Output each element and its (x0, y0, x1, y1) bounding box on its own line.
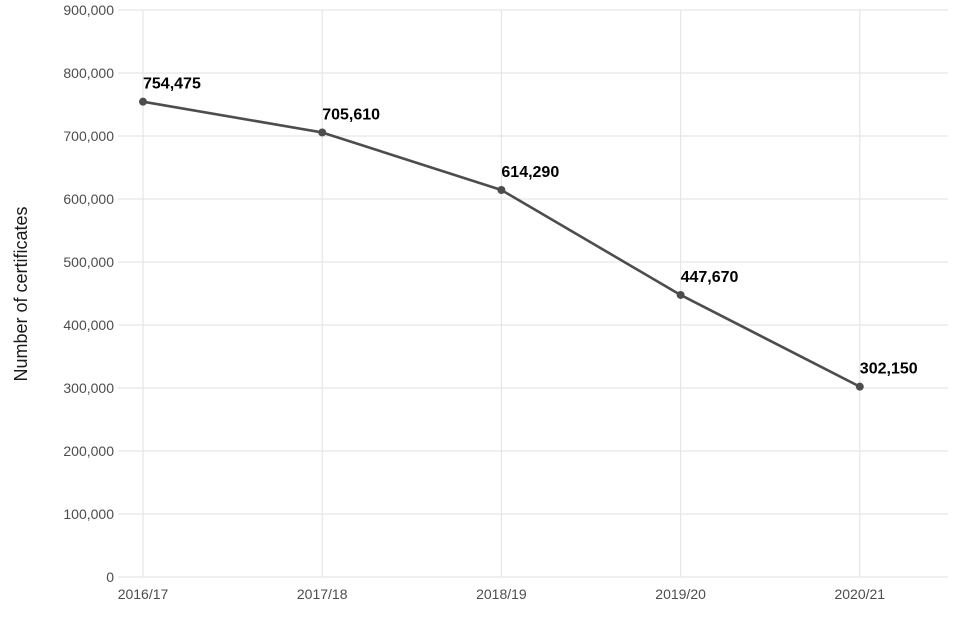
data-point (497, 185, 506, 194)
y-tick-label: 400,000 (63, 317, 114, 333)
x-tick-label: 2017/18 (297, 586, 348, 602)
y-tick-label: 500,000 (63, 254, 114, 270)
data-label: 447,670 (681, 269, 739, 286)
y-tick-label: 100,000 (63, 506, 114, 522)
y-tick-label: 300,000 (63, 380, 114, 396)
y-axis-label: Number of certificates (11, 206, 31, 381)
y-tick-label: 200,000 (63, 443, 114, 459)
data-label: 754,475 (143, 76, 201, 93)
data-point (139, 97, 147, 106)
y-tick-label: 600,000 (63, 191, 114, 207)
data-label: 614,290 (501, 164, 559, 181)
series-layer (139, 97, 864, 391)
x-tick-label: 2020/21 (834, 586, 885, 602)
y-axis-ticks: 0 100,000 200,000 300,000 400,000 500,000 600,… (63, 2, 114, 585)
x-tick-label: 2016/17 (118, 586, 169, 602)
data-label: 302,150 (860, 361, 918, 378)
data-point (318, 128, 327, 137)
y-tick-label: 900,000 (63, 2, 114, 18)
x-tick-label: 2019/20 (655, 586, 706, 602)
x-axis-ticks: 2016/17 2017/18 2018/19 2019/20 2020/21 (118, 586, 886, 602)
data-point (676, 290, 685, 299)
y-tick-label: 0 (106, 569, 114, 585)
data-labels: 754,475 705,610 614,290 447,670 302,150 (143, 76, 918, 378)
gridlines (118, 9, 948, 578)
y-tick-label: 800,000 (63, 65, 114, 81)
data-label: 705,610 (322, 106, 380, 123)
y-tick-label: 700,000 (63, 128, 114, 144)
x-tick-label: 2018/19 (476, 586, 527, 602)
data-point (855, 382, 864, 391)
